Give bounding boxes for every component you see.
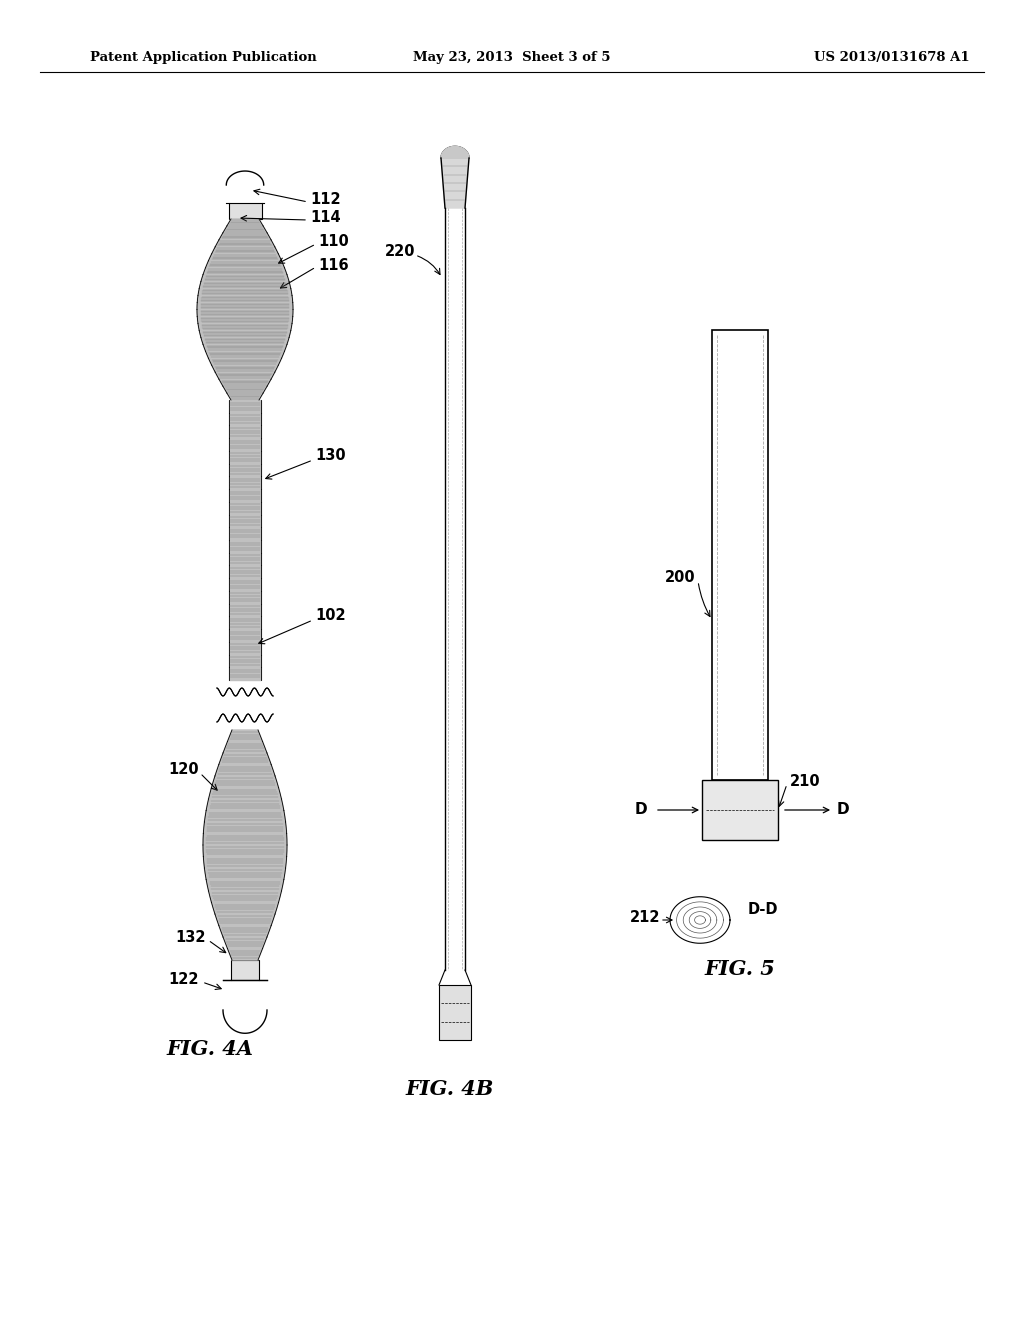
Polygon shape [203, 268, 287, 275]
Polygon shape [215, 764, 275, 776]
Polygon shape [227, 219, 263, 226]
Polygon shape [229, 642, 261, 655]
Polygon shape [229, 413, 261, 425]
Bar [702, 780, 778, 840]
Polygon shape [203, 345, 287, 351]
Polygon shape [206, 879, 284, 891]
Polygon shape [229, 540, 261, 553]
Polygon shape [200, 281, 291, 289]
Text: 110: 110 [318, 235, 349, 249]
Text: 200: 200 [665, 570, 695, 586]
Polygon shape [209, 253, 282, 261]
Text: 122: 122 [168, 973, 199, 987]
Polygon shape [223, 742, 267, 752]
Text: 210: 210 [790, 775, 820, 789]
Polygon shape [229, 463, 261, 477]
Polygon shape [219, 379, 271, 385]
Polygon shape [229, 400, 261, 413]
Polygon shape [227, 730, 262, 742]
Polygon shape [198, 289, 292, 296]
Polygon shape [223, 937, 267, 949]
Bar [712, 330, 768, 780]
Polygon shape [204, 822, 287, 833]
Text: D-D: D-D [748, 903, 778, 917]
Polygon shape [441, 147, 469, 158]
Text: D: D [635, 803, 647, 817]
Polygon shape [229, 477, 261, 490]
Polygon shape [229, 616, 261, 630]
Polygon shape [229, 591, 261, 603]
Polygon shape [201, 275, 289, 281]
Polygon shape [206, 261, 285, 268]
Polygon shape [212, 776, 279, 788]
Polygon shape [198, 317, 293, 323]
Text: Patent Application Publication: Patent Application Publication [90, 51, 316, 65]
Polygon shape [229, 553, 261, 565]
Polygon shape [198, 323, 292, 330]
Polygon shape [215, 240, 274, 247]
Polygon shape [229, 515, 261, 527]
Text: US 2013/0131678 A1: US 2013/0131678 A1 [814, 51, 970, 65]
Text: 112: 112 [310, 193, 341, 207]
Polygon shape [229, 502, 261, 515]
Polygon shape [223, 385, 267, 393]
Polygon shape [229, 425, 261, 438]
Polygon shape [227, 949, 262, 960]
Text: 120: 120 [168, 763, 199, 777]
Text: 114: 114 [310, 210, 341, 226]
Polygon shape [203, 833, 287, 845]
Polygon shape [212, 247, 279, 253]
Polygon shape [441, 158, 469, 209]
Text: FIG. 5: FIG. 5 [705, 960, 775, 979]
Polygon shape [209, 788, 282, 799]
Polygon shape [219, 232, 271, 240]
Polygon shape [205, 810, 286, 822]
Polygon shape [229, 438, 261, 451]
Polygon shape [215, 913, 275, 925]
Text: FIG. 4B: FIG. 4B [406, 1078, 495, 1100]
Polygon shape [212, 903, 279, 913]
Polygon shape [206, 799, 284, 810]
Polygon shape [212, 366, 279, 372]
Polygon shape [197, 302, 293, 309]
Polygon shape [229, 451, 261, 463]
Polygon shape [197, 309, 293, 317]
Text: 130: 130 [315, 447, 346, 462]
Polygon shape [201, 338, 289, 345]
Polygon shape [229, 527, 261, 540]
Polygon shape [227, 393, 263, 400]
Polygon shape [200, 330, 291, 338]
Text: 212: 212 [630, 911, 660, 925]
Polygon shape [219, 752, 271, 764]
Text: 102: 102 [315, 607, 346, 623]
Polygon shape [198, 296, 293, 302]
Polygon shape [209, 358, 282, 366]
Text: 116: 116 [318, 257, 348, 272]
Polygon shape [229, 655, 261, 668]
Polygon shape [229, 578, 261, 591]
Polygon shape [229, 668, 261, 680]
Polygon shape [229, 490, 261, 502]
Polygon shape [205, 869, 286, 879]
Polygon shape [229, 603, 261, 616]
Text: 220: 220 [385, 244, 416, 260]
Text: May 23, 2013  Sheet 3 of 5: May 23, 2013 Sheet 3 of 5 [414, 51, 610, 65]
Bar [231, 960, 259, 979]
Polygon shape [223, 226, 267, 232]
Text: 132: 132 [175, 931, 206, 945]
Polygon shape [229, 630, 261, 642]
Polygon shape [203, 845, 287, 857]
Bar [439, 985, 471, 1040]
Text: FIG. 4A: FIG. 4A [167, 1039, 254, 1059]
Text: D: D [837, 803, 850, 817]
Polygon shape [204, 857, 287, 869]
Polygon shape [209, 891, 282, 903]
Polygon shape [215, 372, 274, 379]
Polygon shape [219, 925, 271, 937]
Polygon shape [229, 565, 261, 578]
Polygon shape [206, 351, 285, 358]
Bar [228, 203, 261, 219]
